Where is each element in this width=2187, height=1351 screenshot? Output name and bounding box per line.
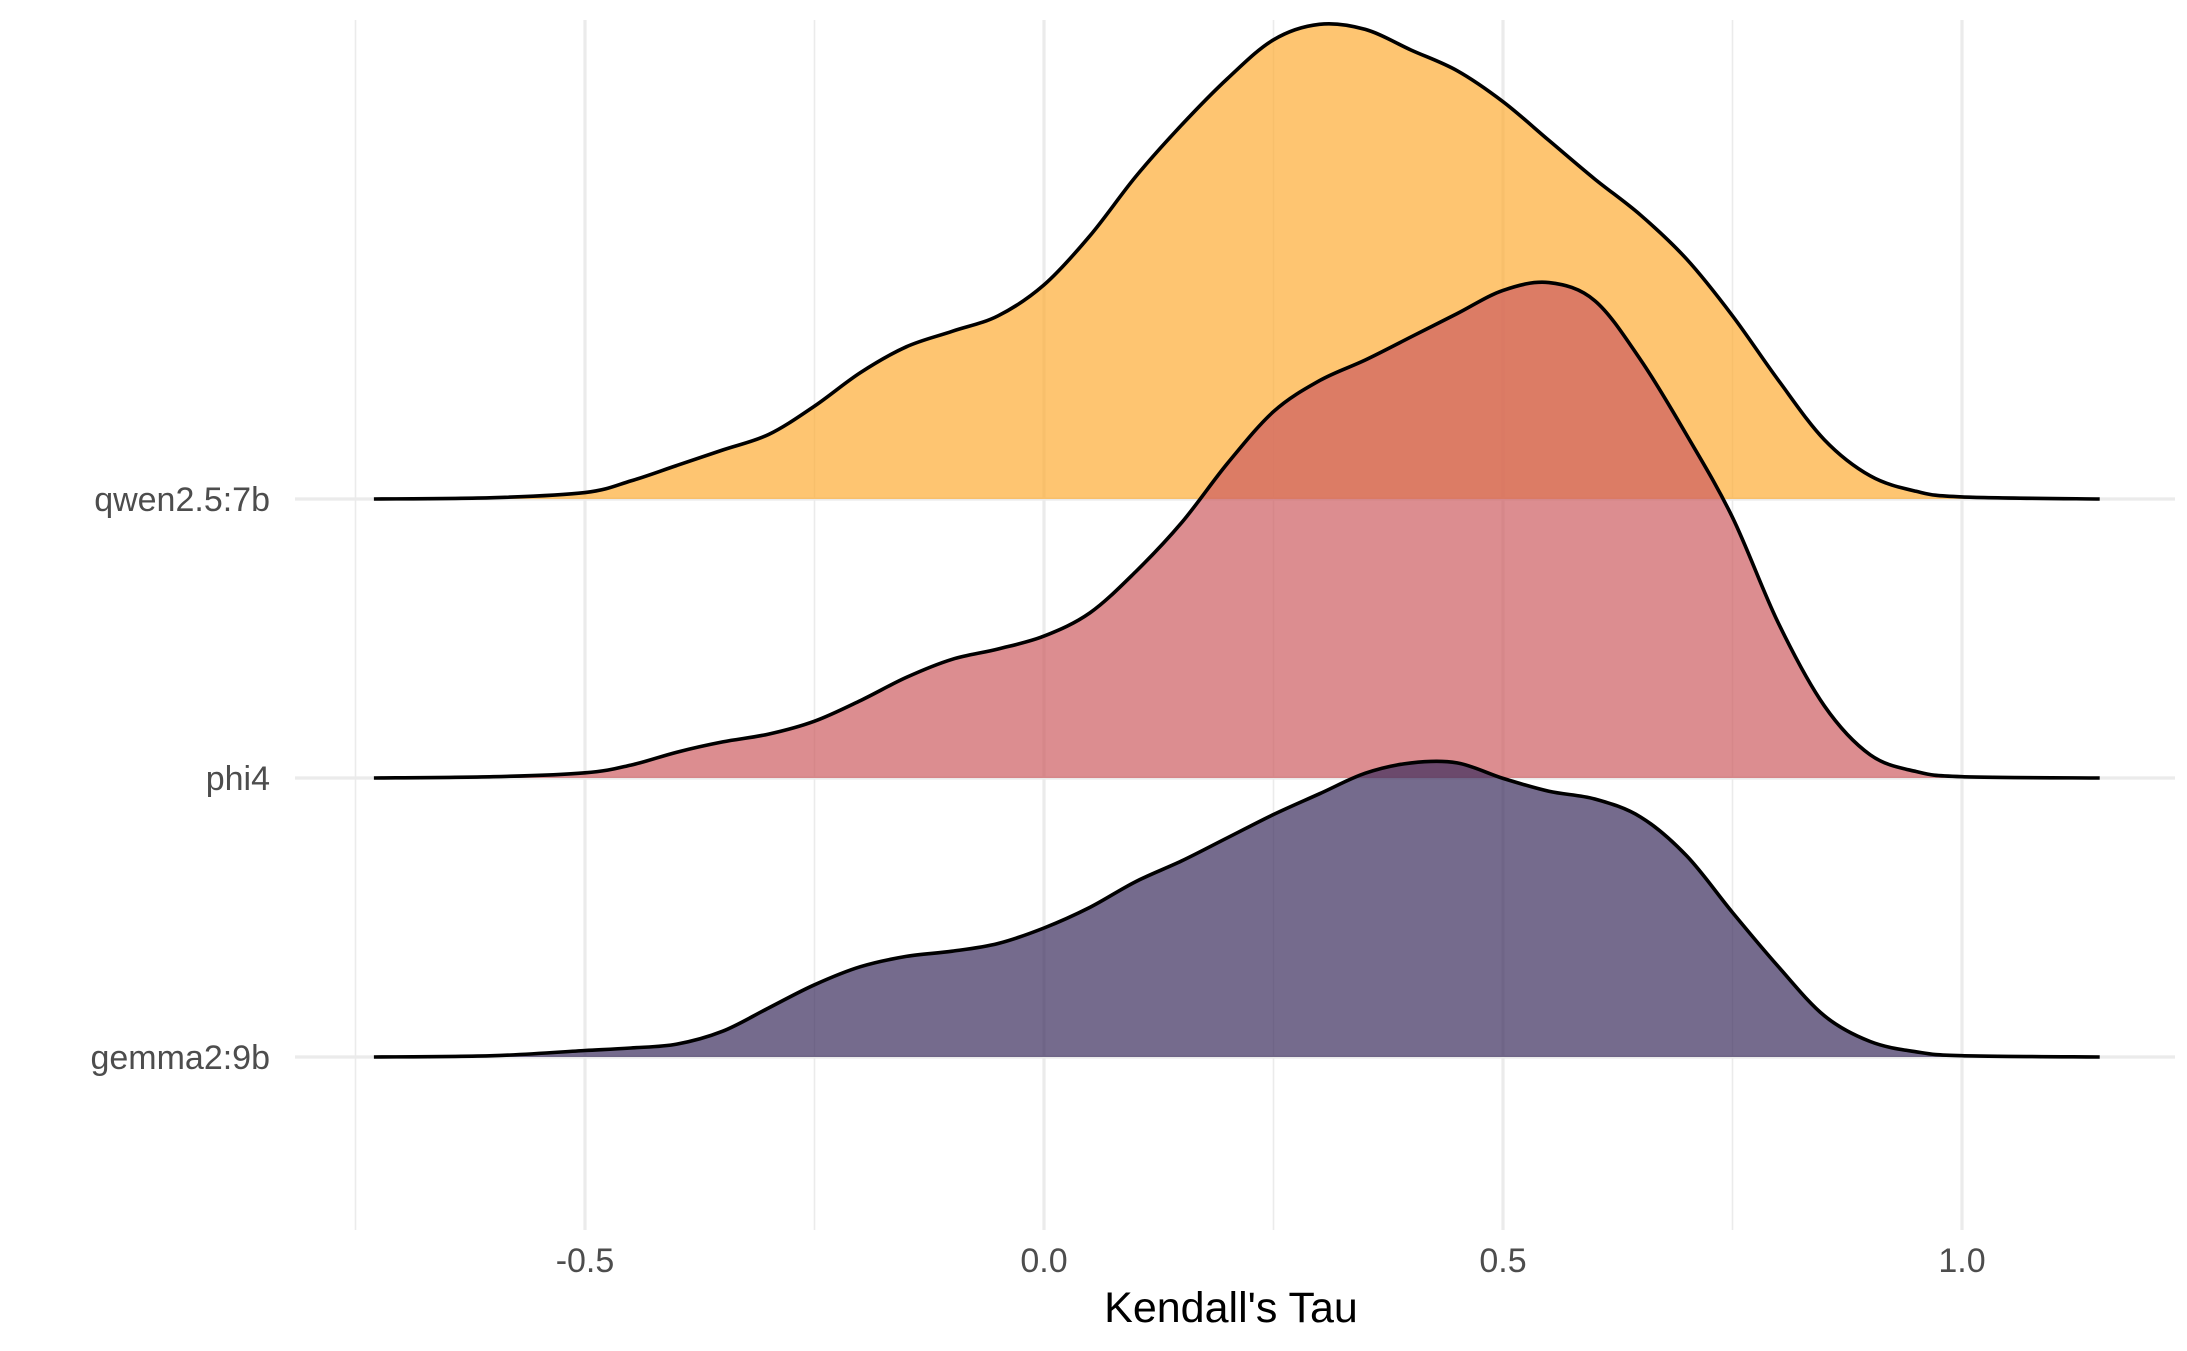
x-tick-label: -0.5	[556, 1242, 615, 1280]
x-tick-label: 0.5	[1479, 1242, 1526, 1280]
ridge-line-gemma2-9b	[373, 759, 2100, 1059]
y-axis-labels: gemma2:9b phi4 qwen2.5:7b	[90, 481, 270, 1077]
ridge-fill-gemma2-9b	[373, 761, 2100, 1057]
ridge-line-phi4	[373, 280, 2100, 780]
x-tick-label: 0.0	[1020, 1242, 1067, 1280]
ridge-qwen2-5-7b	[373, 21, 2100, 501]
x-axis-title: Kendall's Tau	[1104, 1284, 1358, 1332]
x-tick-label: 1.0	[1938, 1242, 1985, 1280]
y-tick-label: phi4	[206, 760, 270, 798]
y-tick-label: qwen2.5:7b	[94, 481, 270, 519]
y-tick-label: gemma2:9b	[90, 1039, 270, 1077]
x-axis-labels: -0.5 0.0 0.5 1.0	[556, 1242, 1986, 1280]
ridge-line-qwen2-5-7b	[373, 21, 2100, 501]
ridge-phi4	[373, 280, 2100, 780]
ridge-gemma2-9b	[373, 759, 2100, 1059]
ridges	[373, 21, 2100, 1059]
ridge-fill-qwen2-5-7b	[373, 23, 2100, 499]
